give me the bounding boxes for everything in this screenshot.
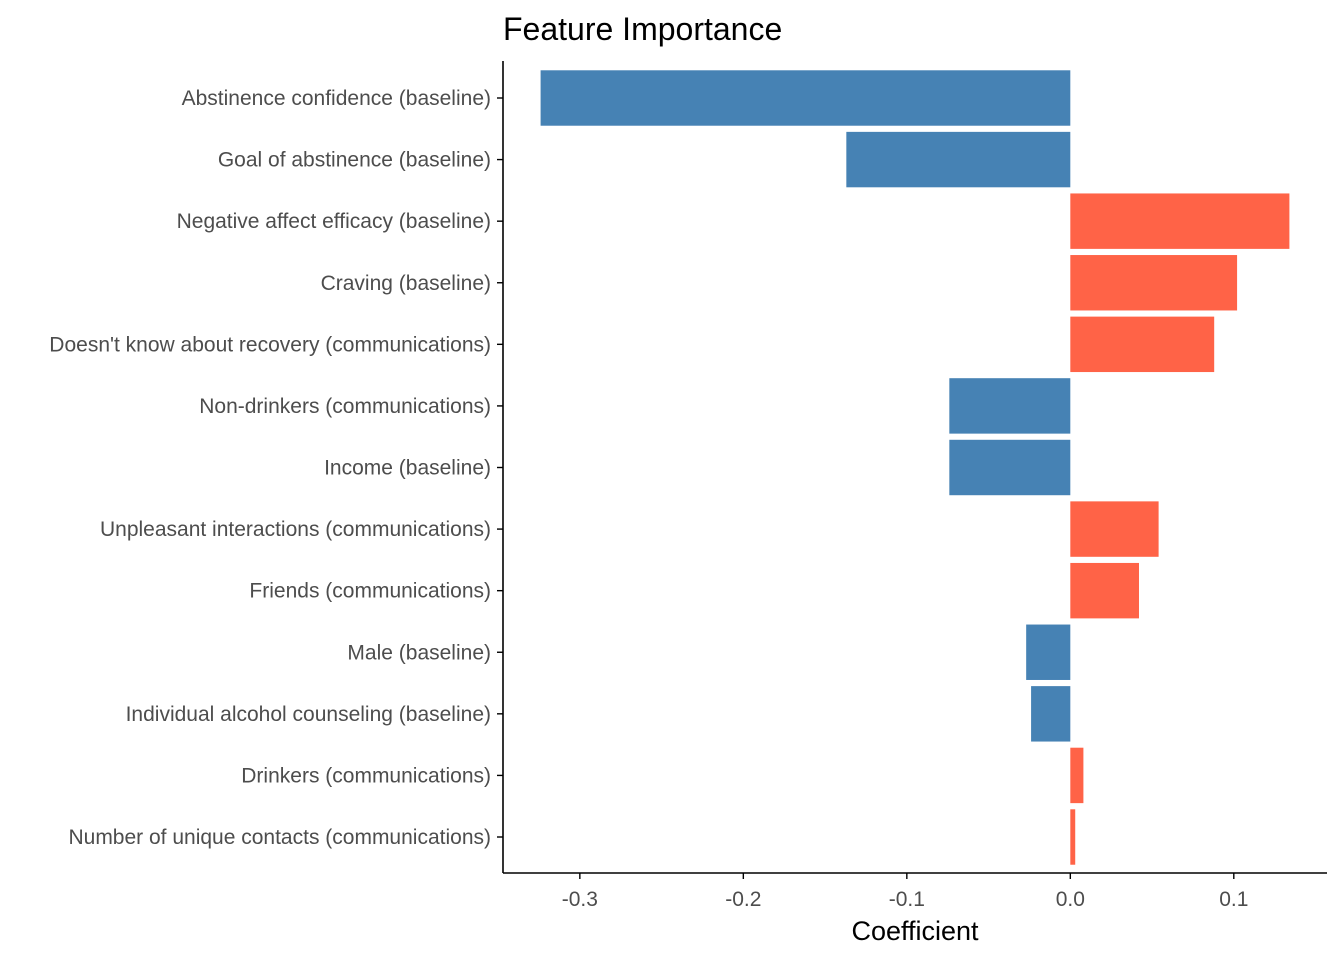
bar [949,439,1071,496]
bar [1070,809,1076,865]
y-tick-labels-group: Abstinence confidence (baseline) Goal of … [49,87,491,849]
category-label: Unpleasant interactions (communications) [100,518,491,541]
bar [1070,562,1139,619]
x-tick-label: 0.0 [1056,888,1085,911]
y-ticks-group [497,97,503,838]
chart-title: Feature Importance [503,11,782,47]
category-label: Negative affect efficacy (baseline) [177,210,491,233]
bar [846,131,1071,188]
category-label: Number of unique contacts (communication… [68,826,491,849]
bar [1070,193,1290,249]
x-axis-title: Coefficient [851,916,979,946]
bar [1031,686,1071,742]
category-label: Friends (communications) [249,580,491,603]
category-label: Craving (baseline) [321,272,491,295]
bars-group [540,70,1290,865]
category-label: Income (baseline) [324,457,491,480]
bar [949,378,1071,434]
x-tick-label: -0.1 [889,888,925,911]
category-label: Individual alcohol counseling (baseline) [126,703,491,726]
category-label: Drinkers (communications) [241,764,491,787]
category-label: Goal of abstinence (baseline) [218,149,491,172]
bar [1070,316,1215,373]
x-tick-label: -0.2 [725,888,761,911]
bar [540,70,1071,126]
bar [1070,747,1084,804]
x-ticks-group: -0.3 -0.2 -0.1 0.0 0.1 [562,873,1248,911]
x-tick-label: 0.1 [1219,888,1248,911]
bar [1026,624,1071,680]
category-label: Abstinence confidence (baseline) [182,87,491,110]
category-label: Doesn't know about recovery (communicati… [49,333,491,356]
category-label: Non-drinkers (communications) [199,395,491,418]
x-tick-label: -0.3 [562,888,598,911]
category-label: Male (baseline) [347,641,491,664]
bar [1070,501,1159,557]
bar [1070,255,1238,311]
